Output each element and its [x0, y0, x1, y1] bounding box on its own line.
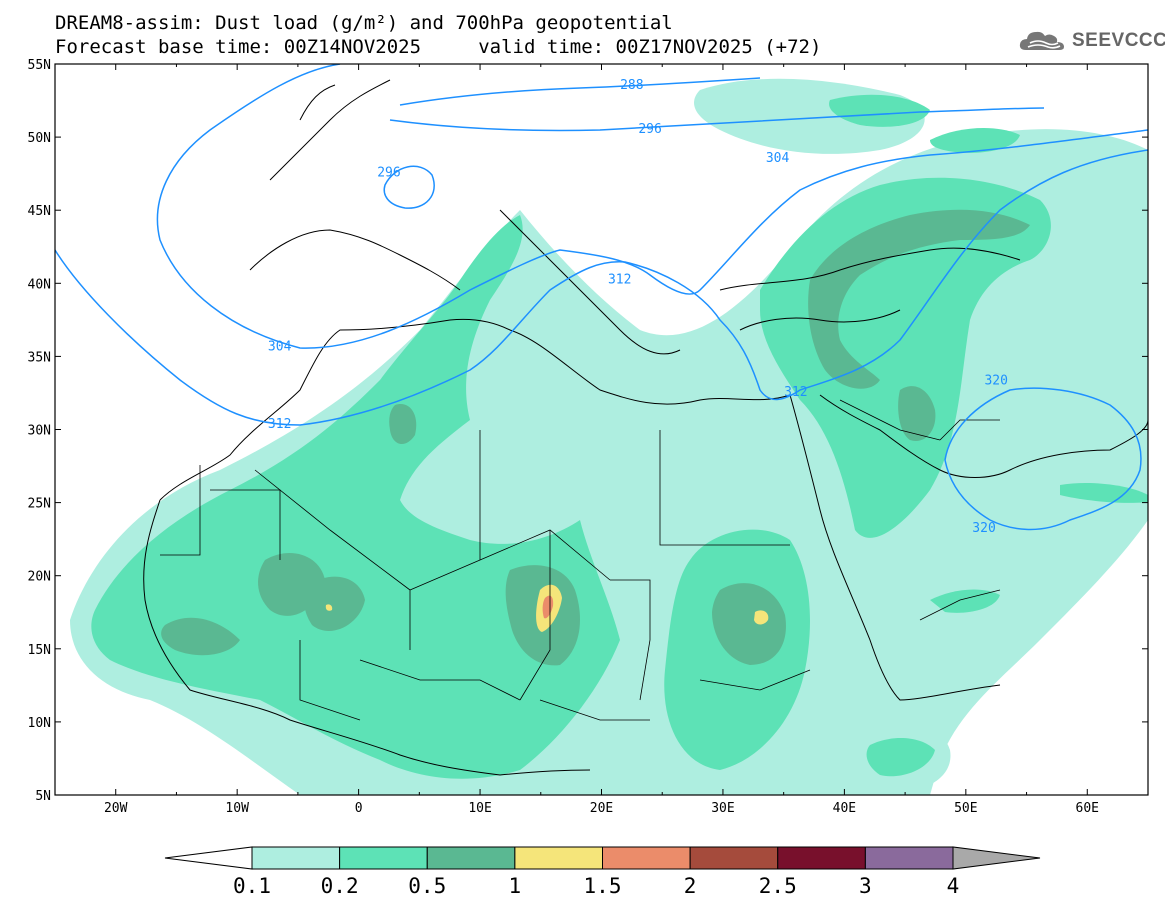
colorbar: 0.1 0.2 0.5 1 1.5 2 2.5 3 4 [164, 846, 1041, 898]
lat-tick-label: 15N [28, 643, 51, 658]
country-borders [160, 399, 1001, 721]
lat-tick-label: 55N [28, 58, 51, 73]
colorbar-label: 0.1 [233, 874, 271, 898]
geopotential-contours [55, 64, 1148, 531]
contour-288 [399, 77, 761, 106]
lon-tick-label: 10W [225, 801, 249, 816]
lat-tick-label: 10N [28, 716, 51, 731]
colorbar-bin [602, 846, 691, 870]
lat-tick-label: 20N [28, 570, 51, 585]
contour-label: 320 [984, 373, 1007, 388]
colorbar-bin [426, 846, 516, 870]
lat-tick-label: 35N [28, 350, 51, 365]
contour-label: 304 [766, 151, 790, 166]
colorbar-label: 0.5 [408, 874, 446, 898]
colorbar-label: 4 [947, 874, 960, 898]
colorbar-bin [514, 846, 603, 870]
lon-tick-label: 10E [468, 801, 491, 816]
latitude-axis: 55N 50N 45N 40N 35N 30N 25N 20N 15N 10N 5N [28, 58, 1148, 804]
lon-tick-label: 20E [590, 801, 613, 816]
contour-296-north [389, 107, 1045, 132]
contour-312 [55, 149, 1148, 426]
lat-tick-label: 25N [28, 497, 51, 512]
lon-tick-label: 40E [833, 801, 856, 816]
longitude-axis: 20W 10W 0 10E 20E 30E 40E 50E 60E [54, 64, 1149, 816]
contour-label: 304 [268, 340, 292, 355]
seevccc-logo: SEEVCCC [1018, 28, 1165, 54]
dust-hotspot-chad-core [542, 595, 554, 619]
colorbar-bin [689, 846, 779, 870]
lon-tick-label: 30E [711, 801, 734, 816]
cloud-icon [1019, 31, 1064, 50]
contour-label: 296 [638, 122, 661, 137]
colorbar-bin [251, 846, 341, 870]
contour-296-south [383, 165, 435, 209]
lat-tick-label: 40N [28, 277, 51, 292]
contour-label: 312 [268, 417, 291, 432]
colorbar-bin [864, 846, 954, 870]
colorbar-label: 2 [684, 874, 697, 898]
lat-tick-label: 5N [35, 789, 51, 804]
colorbar-label: 3 [859, 874, 872, 898]
colorbar-label: 1.5 [584, 874, 622, 898]
contour-320 [944, 387, 1142, 531]
dust-hotspot-mali [325, 604, 333, 611]
lon-tick-label: 60E [1076, 801, 1099, 816]
map-title: DREAM8-assim: Dust load (g/m²) and 700hP… [55, 12, 673, 34]
logo-text: SEEVCCC [1072, 30, 1165, 51]
lon-tick-label: 50E [954, 801, 977, 816]
contour-label: 296 [377, 166, 400, 181]
contour-label: 320 [972, 521, 995, 536]
contour-label: 288 [620, 78, 643, 93]
lon-tick-label: 0 [355, 801, 363, 816]
colorbar-label: 0.2 [321, 874, 359, 898]
contour-label: 312 [784, 385, 807, 400]
contour-labels: 288 296 304 296 312 304 312 312 320 320 [268, 78, 1008, 536]
coastlines [143, 79, 1148, 776]
colorbar-over-arrow [952, 846, 1041, 870]
forecast-times: Forecast base time: 00Z14NOV2025 valid t… [55, 36, 822, 58]
dust-hotspot-sudan [754, 610, 769, 625]
colorbar-label: 2.5 [759, 874, 797, 898]
contour-label: 312 [608, 272, 631, 287]
colorbar-under-arrow [164, 846, 253, 870]
lat-tick-label: 45N [28, 204, 51, 219]
contour-304 [156, 64, 1148, 349]
lon-tick-label: 20W [104, 801, 128, 816]
dust-layer [70, 78, 1148, 795]
colorbar-bin [777, 846, 866, 870]
lat-tick-label: 30N [28, 424, 51, 439]
colorbar-label: 1 [509, 874, 522, 898]
colorbar-bin [339, 846, 428, 870]
lat-tick-label: 50N [28, 131, 51, 146]
